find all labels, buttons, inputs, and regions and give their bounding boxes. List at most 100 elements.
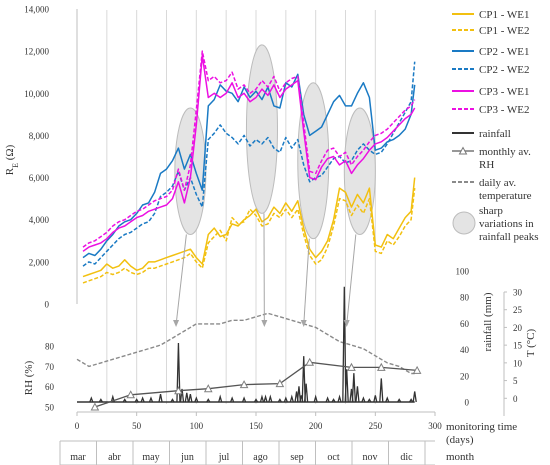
rh-marker — [203, 384, 213, 393]
resistivity-tick-label: 0 — [45, 300, 50, 310]
temperature-tick-label: 15 — [513, 341, 523, 351]
rainfall-peak — [355, 386, 360, 403]
legend-swatch-marker — [458, 146, 468, 155]
rh-marker — [239, 380, 249, 389]
month-label: oct — [327, 452, 339, 463]
rainfall-peak — [351, 373, 357, 403]
rainfall-peak-ellipse — [343, 107, 376, 235]
y-axis-label-rainfall: rainfall (mm) — [482, 292, 494, 351]
temperature-line — [76, 312, 415, 375]
x-axis-tick-label: 50 — [132, 421, 142, 431]
peak-arrow-head — [261, 320, 268, 327]
legend: CP1 - WE1 CP1 - WE2 CP2 - WE1 CP2 - WE2 CP3 … — [452, 9, 539, 243]
rainfall-peak — [184, 392, 189, 403]
rh-marker — [90, 402, 100, 411]
series-line-cp3-we1 — [82, 54, 416, 252]
rh-line — [94, 361, 418, 408]
rh-tick-label: 70 — [45, 362, 55, 372]
peak-arrow-head — [343, 320, 350, 327]
y-axis-label-rh: RH (%) — [23, 360, 35, 395]
rainfall-peak — [194, 396, 199, 403]
rainfall-peak — [253, 398, 259, 403]
month-axis-label: month — [446, 451, 475, 463]
rh-tick-label: 60 — [45, 382, 55, 392]
rainfall-peak — [303, 383, 309, 403]
rainfall-peak — [148, 396, 154, 403]
resistivity-tick-label: 14,000 — [24, 5, 49, 15]
rainfall-peak — [301, 356, 306, 403]
legend-swatch — [452, 211, 476, 235]
rh-marker — [275, 379, 285, 388]
rainfall-peak — [122, 398, 127, 403]
legend-label: CP1 - WE2 — [479, 25, 530, 37]
y-axis-label-resistivity: RE (Ω) — [4, 144, 20, 175]
rh-marker — [376, 362, 386, 371]
rh-marker — [305, 357, 315, 366]
legend-label: CP1 - WE1 — [479, 9, 530, 21]
month-label: nov — [363, 452, 378, 463]
rainfall-peak — [367, 398, 372, 403]
series-line-cp3-we2 — [82, 50, 416, 248]
rh-marker — [347, 362, 356, 371]
legend-label: variations in — [479, 218, 534, 230]
rainfall-peak — [277, 398, 282, 403]
series-line-cp2-we2 — [82, 61, 416, 267]
rainfall-peak — [385, 396, 390, 403]
rainfall-peak — [140, 396, 145, 403]
rainfall-tick-label: 60 — [460, 319, 470, 329]
legend-label: sharp — [479, 205, 503, 217]
month-label: dic — [400, 452, 413, 463]
rainfall-peak — [268, 394, 273, 403]
rainfall-peak — [241, 396, 247, 403]
month-label: ago — [253, 452, 267, 463]
temperature-tick-label: 5 — [513, 376, 518, 386]
peak-arrow-line — [303, 238, 310, 326]
legend-label: monthly av. — [479, 146, 531, 158]
rainfall-tick-label: 80 — [460, 293, 470, 303]
climate-panel — [76, 286, 422, 411]
series-line-cp1-we2 — [82, 188, 416, 284]
rh-tick-label: 80 — [45, 342, 55, 352]
x-axis-tick-label: 300 — [428, 421, 442, 431]
rainfall-peak — [289, 394, 294, 403]
y-axis-label-temperature: T (°C) — [525, 329, 537, 358]
rainfall-peak — [379, 378, 384, 403]
temperature-tick-label: 25 — [513, 305, 523, 315]
month-label: jun — [180, 452, 194, 463]
rainfall-peak — [188, 394, 193, 403]
legend-label: daily av. — [479, 177, 516, 189]
rainfall-peak — [397, 398, 402, 403]
resistivity-tick-label: 4,000 — [29, 215, 50, 225]
legend-label: RH — [479, 159, 494, 171]
legend-label: CP3 - WE1 — [479, 86, 530, 98]
x-axis-tick-label: 100 — [190, 421, 204, 431]
rainfall-peak — [170, 398, 175, 403]
rh-marker — [126, 390, 136, 399]
rainfall-peak — [176, 343, 181, 403]
rainfall-peak — [218, 394, 223, 403]
peak-arrow-line — [175, 234, 187, 326]
axes: 0 2,000 4,000 6,000 8,000 10,000 12,000 14,000 5… — [24, 5, 523, 465]
month-label: jul — [218, 452, 230, 463]
series-line-cp1-we1 — [82, 177, 416, 278]
rainfall-peak — [263, 394, 268, 403]
rainfall-peak — [98, 398, 103, 403]
x-axis-tick-label: 250 — [369, 421, 383, 431]
rainfall-peak — [158, 394, 163, 403]
rh-tick-label: 50 — [45, 403, 55, 413]
month-label: abr — [108, 452, 121, 463]
legend-label: CP2 - WE1 — [479, 46, 530, 58]
month-label: sep — [290, 452, 303, 463]
rainfall-tick-label: 20 — [460, 371, 470, 381]
peak-arrows — [173, 213, 357, 327]
rainfall-peak-ellipse — [245, 44, 278, 214]
legend-label: CP2 - WE2 — [479, 64, 530, 76]
legend-label: CP3 - WE2 — [479, 104, 530, 116]
rainfall-peak — [206, 398, 211, 403]
resistivity-tick-label: 8,000 — [29, 131, 50, 141]
rainfall-peak — [409, 398, 414, 403]
month-label: may — [142, 452, 159, 463]
rainfall-peak — [134, 398, 139, 403]
rh-marker — [412, 365, 422, 374]
